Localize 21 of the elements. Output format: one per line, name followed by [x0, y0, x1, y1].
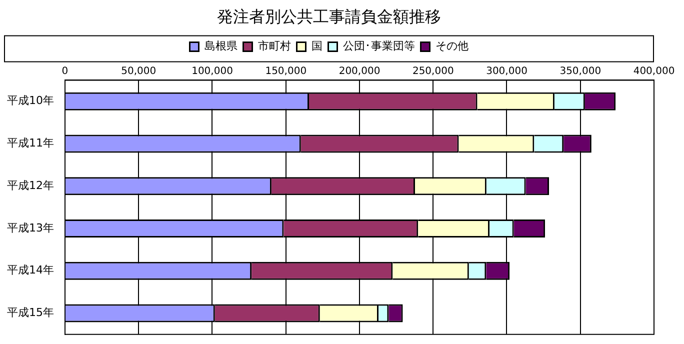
x-tick-label: 200,000 [338, 66, 380, 77]
x-tick-label: 400,000 [633, 66, 675, 77]
chart-title: 発注者別公共工事請負金額推移 [217, 6, 441, 26]
x-tick-label: 50,000 [121, 66, 156, 77]
legend-label: 市町村 [258, 40, 291, 53]
x-tick-label: 350,000 [560, 66, 602, 77]
legend-label: 公団･事業団等 [342, 40, 415, 53]
x-tick-label: 0 [62, 66, 68, 77]
x-tick-label: 100,000 [192, 66, 233, 77]
x-tick-label: 300,000 [486, 66, 528, 77]
y-tick-label: 平成15年 [6, 306, 54, 320]
y-tick-label: 平成13年 [6, 221, 54, 234]
y-tick-label: 平成10年 [6, 94, 54, 108]
y-tick-label: 平成12年 [6, 178, 54, 192]
x-tick-label: 150,000 [265, 66, 307, 77]
legend-label: その他 [435, 40, 468, 53]
legend-label: 国 [311, 40, 322, 53]
y-tick-label: 平成11年 [6, 136, 54, 150]
y-tick-label: 平成14年 [6, 264, 54, 277]
legend-label: 島根県 [204, 40, 238, 53]
x-tick-label: 250,000 [412, 66, 454, 77]
